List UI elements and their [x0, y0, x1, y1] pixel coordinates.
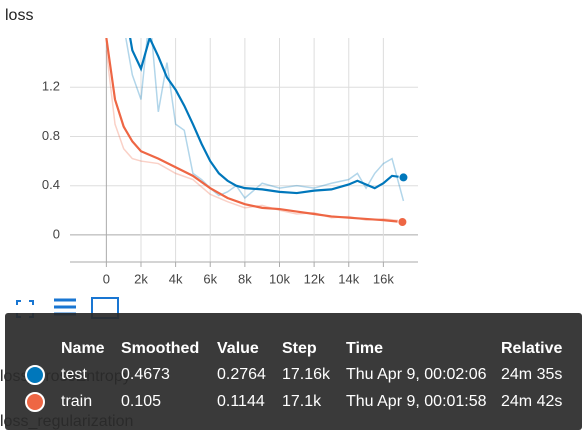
cell: Thu Apr 9, 00:02:06 — [346, 366, 487, 383]
smoothed-line — [129, 38, 404, 195]
smoothed-line — [105, 38, 403, 224]
column-header: Relative — [501, 340, 562, 357]
y-tick-label: 0.8 — [42, 128, 60, 143]
raw-line — [105, 50, 403, 222]
y-tick-label: 0 — [53, 226, 60, 241]
series-swatch — [25, 392, 45, 412]
x-tick-label: 0 — [103, 271, 110, 286]
column-header: Step — [282, 340, 317, 357]
cell: 17.16k — [282, 366, 331, 383]
x-tick-label: 2k — [134, 271, 148, 286]
cell: 17.1k — [282, 393, 322, 410]
column-header: Name — [61, 340, 105, 357]
x-tick-label: 8k — [238, 271, 252, 286]
tooltip-table: Name Smoothed Value Step Time Relative test 0.4… — [25, 340, 562, 412]
plot — [105, 38, 405, 224]
x-tick-label: 10k — [269, 271, 290, 286]
column-header: Time — [346, 340, 383, 357]
axes: 0 0.4 0.8 1.2 0 2k 4k 6k 8k 10k 12k 14k 16k — [42, 38, 418, 286]
list-icon[interactable] — [54, 298, 76, 316]
cell: 0.105 — [121, 393, 161, 410]
raw-line — [125, 38, 405, 202]
end-marker — [398, 172, 409, 183]
cell: 0.1144 — [217, 393, 265, 410]
x-tick-label: 14k — [338, 271, 359, 286]
fit-icon[interactable] — [16, 300, 34, 318]
x-tick-label: 6k — [203, 271, 217, 286]
column-header: Value — [217, 340, 259, 357]
cell: 0.4673 — [121, 366, 170, 383]
y-tick-label: 1.2 — [42, 79, 60, 94]
chart-title: loss — [5, 7, 33, 24]
x-tick-label: 4k — [169, 271, 183, 286]
end-marker — [397, 217, 408, 227]
y-tick-label: 0.4 — [42, 177, 60, 192]
cell: 0.2764 — [217, 366, 266, 383]
cell: train — [61, 393, 92, 410]
x-tick-label: 16k — [373, 271, 394, 286]
series-swatch — [25, 365, 45, 385]
tooltip — [5, 313, 582, 430]
cell: 24m 42s — [501, 393, 562, 410]
cell: Thu Apr 9, 00:01:58 — [346, 393, 487, 410]
x-tick-label: 12k — [304, 271, 325, 286]
cell: 24m 35s — [501, 366, 562, 383]
column-header: Smoothed — [121, 340, 199, 357]
cell: test — [61, 366, 87, 383]
